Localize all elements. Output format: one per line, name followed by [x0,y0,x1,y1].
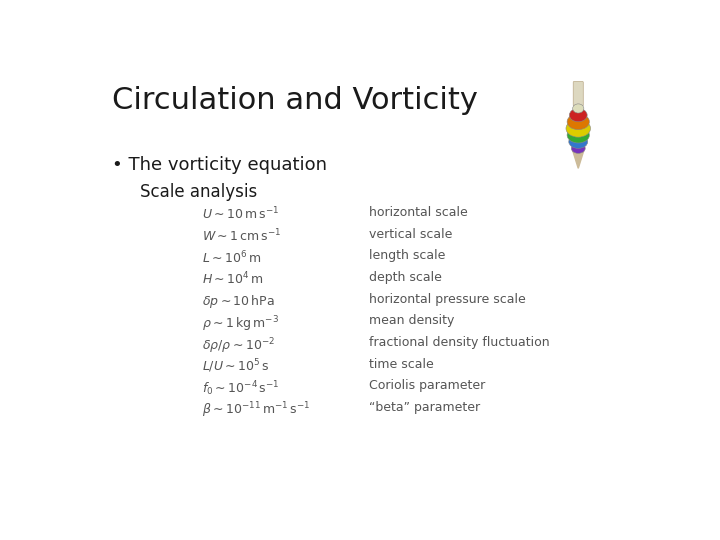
Text: $L \sim 10^6\,\mathrm{m}$: $L \sim 10^6\,\mathrm{m}$ [202,249,261,266]
Ellipse shape [570,109,588,122]
Polygon shape [572,151,584,168]
Text: $W \sim 1\,\mathrm{cm\,s^{-1}}$: $W \sim 1\,\mathrm{cm\,s^{-1}}$ [202,228,281,245]
Ellipse shape [566,120,590,137]
Text: horizontal pressure scale: horizontal pressure scale [369,293,526,306]
Text: $U \sim 10\,\mathrm{m\,s^{-1}}$: $U \sim 10\,\mathrm{m\,s^{-1}}$ [202,206,279,223]
Text: Circulation and Vorticity: Circulation and Vorticity [112,85,478,114]
Text: time scale: time scale [369,357,433,370]
Text: Coriolis parameter: Coriolis parameter [369,379,485,392]
Text: mean density: mean density [369,314,454,327]
Text: fractional density fluctuation: fractional density fluctuation [369,336,549,349]
Text: • The vorticity equation: • The vorticity equation [112,156,328,174]
Text: $\delta p \sim 10\,\mathrm{hPa}$: $\delta p \sim 10\,\mathrm{hPa}$ [202,293,274,309]
FancyBboxPatch shape [573,82,583,106]
Ellipse shape [569,135,588,148]
Text: Scale analysis: Scale analysis [140,183,258,201]
Text: $\beta \sim 10^{-11}\,\mathrm{m^{-1}\,s^{-1}}$: $\beta \sim 10^{-11}\,\mathrm{m^{-1}\,s^… [202,401,310,420]
Text: “beta” parameter: “beta” parameter [369,401,480,414]
Ellipse shape [571,144,585,153]
Text: $\rho \sim 1\,\mathrm{kg\,m^{-3}}$: $\rho \sim 1\,\mathrm{kg\,m^{-3}}$ [202,314,279,334]
Text: $H \sim 10^4\,\mathrm{m}$: $H \sim 10^4\,\mathrm{m}$ [202,271,264,288]
Text: horizontal scale: horizontal scale [369,206,468,219]
Text: $\delta\rho/\rho \sim 10^{-2}$: $\delta\rho/\rho \sim 10^{-2}$ [202,336,274,355]
Text: vertical scale: vertical scale [369,228,452,241]
Text: depth scale: depth scale [369,271,442,284]
Text: $f_0 \sim 10^{-4}\,\mathrm{s^{-1}}$: $f_0 \sim 10^{-4}\,\mathrm{s^{-1}}$ [202,379,279,398]
Text: length scale: length scale [369,249,446,262]
Ellipse shape [567,114,590,130]
Ellipse shape [567,127,590,143]
Text: $L/U \sim 10^5\,\mathrm{s}$: $L/U \sim 10^5\,\mathrm{s}$ [202,357,269,375]
Ellipse shape [572,104,584,113]
